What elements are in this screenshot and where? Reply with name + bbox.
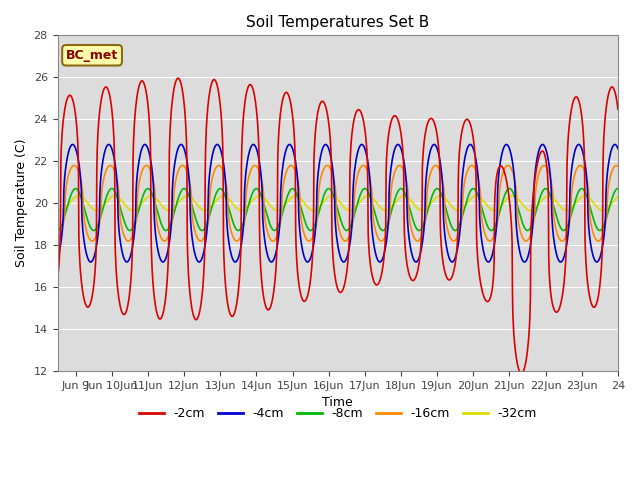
X-axis label: Time: Time [323,396,353,409]
Line: -8cm: -8cm [58,189,618,230]
-8cm [54,228,61,233]
-4cm [412,259,420,265]
-2cm [303,294,311,300]
-32cm [292,193,300,199]
-4cm [120,256,128,262]
Line: -2cm: -2cm [58,78,618,373]
-2cm [518,371,525,376]
-2cm [54,276,61,282]
Line: -4cm: -4cm [58,144,618,262]
-8cm [313,216,321,222]
Text: BC_met: BC_met [66,49,118,62]
Legend: -2cm, -4cm, -8cm, -16cm, -32cm: -2cm, -4cm, -8cm, -16cm, -32cm [134,402,542,425]
-4cm [303,259,311,265]
-16cm [54,238,61,243]
-8cm [291,188,299,194]
-16cm [314,215,321,220]
-16cm [373,233,381,239]
Title: Soil Temperatures Set B: Soil Temperatures Set B [246,15,429,30]
-16cm [614,163,621,169]
-8cm [614,186,621,192]
-32cm [303,204,311,209]
-32cm [314,206,321,212]
-16cm [360,163,367,168]
-32cm [614,194,621,200]
-16cm [303,237,310,242]
-2cm [292,225,300,231]
-32cm [563,208,570,214]
-4cm [314,180,321,185]
-4cm [97,174,105,180]
Y-axis label: Soil Temperature (C): Soil Temperature (C) [15,139,28,267]
-16cm [305,238,313,244]
-32cm [97,206,105,212]
-2cm [314,112,321,118]
-32cm [255,193,263,199]
-2cm [120,312,127,317]
-8cm [97,213,105,219]
-16cm [291,168,299,174]
-8cm [303,223,310,229]
-4cm [54,255,61,261]
-2cm [614,106,621,112]
-2cm [373,282,381,288]
-32cm [373,200,381,206]
-2cm [174,75,182,81]
-4cm [373,255,381,261]
-4cm [614,145,621,151]
-4cm [292,159,300,165]
Line: -32cm: -32cm [58,196,618,211]
-32cm [120,200,127,206]
-2cm [97,99,105,105]
-8cm [120,217,127,223]
-16cm [97,209,105,215]
Line: -16cm: -16cm [58,166,618,241]
-16cm [120,232,127,238]
-32cm [54,207,61,213]
-4cm [105,142,113,147]
-8cm [372,216,380,221]
